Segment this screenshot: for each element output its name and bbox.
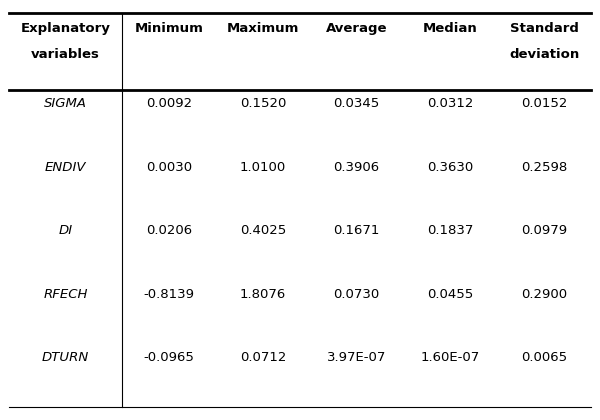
Text: 1.60E-07: 1.60E-07 xyxy=(421,352,480,365)
Text: RFECH: RFECH xyxy=(43,288,88,301)
Text: 3.97E-07: 3.97E-07 xyxy=(327,352,386,365)
Text: Explanatory: Explanatory xyxy=(20,22,110,35)
Text: -0.8139: -0.8139 xyxy=(143,288,194,301)
Text: 0.1671: 0.1671 xyxy=(334,224,380,237)
Text: 0.0979: 0.0979 xyxy=(521,224,567,237)
Text: Maximum: Maximum xyxy=(227,22,299,35)
Text: ENDIV: ENDIV xyxy=(45,161,86,174)
Text: 0.0712: 0.0712 xyxy=(239,352,286,365)
Text: 0.2598: 0.2598 xyxy=(521,161,567,174)
Text: -0.0965: -0.0965 xyxy=(143,352,194,365)
Text: Median: Median xyxy=(423,22,478,35)
Text: 0.0152: 0.0152 xyxy=(521,97,568,110)
Text: Standard: Standard xyxy=(509,22,578,35)
Text: 0.0312: 0.0312 xyxy=(427,97,473,110)
Text: 0.0730: 0.0730 xyxy=(334,288,380,301)
Text: 0.0065: 0.0065 xyxy=(521,352,567,365)
Text: 0.3906: 0.3906 xyxy=(334,161,380,174)
Text: 1.0100: 1.0100 xyxy=(239,161,286,174)
Text: 0.1520: 0.1520 xyxy=(239,97,286,110)
Text: deviation: deviation xyxy=(509,48,579,61)
Text: DTURN: DTURN xyxy=(42,352,89,365)
Text: 0.0345: 0.0345 xyxy=(334,97,380,110)
Text: variables: variables xyxy=(31,48,100,61)
Text: DI: DI xyxy=(59,224,73,237)
Text: 1.8076: 1.8076 xyxy=(239,288,286,301)
Text: 0.3630: 0.3630 xyxy=(427,161,473,174)
Text: Minimum: Minimum xyxy=(134,22,203,35)
Text: 0.1837: 0.1837 xyxy=(427,224,473,237)
Text: 0.0455: 0.0455 xyxy=(427,288,473,301)
Text: 0.0092: 0.0092 xyxy=(146,97,192,110)
Text: SIGMA: SIGMA xyxy=(44,97,87,110)
Text: 0.0030: 0.0030 xyxy=(146,161,192,174)
Text: 0.4025: 0.4025 xyxy=(239,224,286,237)
Text: 0.0206: 0.0206 xyxy=(146,224,192,237)
Text: 0.2900: 0.2900 xyxy=(521,288,567,301)
Text: Average: Average xyxy=(326,22,388,35)
